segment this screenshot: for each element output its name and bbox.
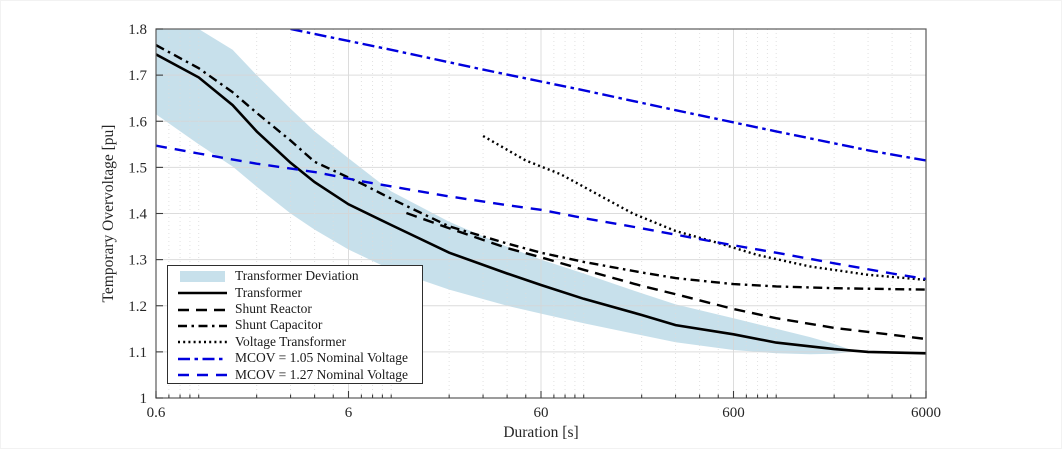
legend-swatch-mcov-105	[178, 357, 227, 361]
legend-item-shunt-capacitor: Shunt Capacitor	[175, 317, 422, 333]
legend-swatch-shunt-reactor	[178, 308, 227, 311]
x-tick-label: 600	[722, 405, 745, 421]
legend-swatch-mcov-127	[178, 374, 227, 377]
series-shunt-reactor	[405, 211, 926, 341]
y-tick-label: 1.8	[128, 22, 147, 38]
grid	[156, 29, 926, 398]
legend-item-mcov-105: MCOV = 1.05 Nominal Voltage	[175, 350, 422, 366]
series-voltage-transformer	[482, 134, 926, 282]
legend-swatch-transformer-deviation	[180, 270, 225, 282]
y-tick-label: 1.6	[128, 114, 147, 130]
x-tick-label: 0.6	[147, 405, 166, 421]
series-mcov-105	[290, 29, 926, 162]
y-tick-label: 1	[140, 391, 148, 407]
y-axis-label: Temporary Overvoltage [pu]	[100, 125, 117, 303]
legend-swatch-voltage-transformer	[178, 341, 227, 344]
tick-labels: 0.6 6 60 600 6000 1 1.1 1.2 1.3 1.4 1.5 1.6 1.7 1.8	[128, 22, 941, 421]
legend-swatch-transformer	[178, 291, 227, 295]
legend-label: Voltage Transformer	[235, 333, 347, 349]
legend: Transformer Deviation Transformer Shunt Re…	[167, 265, 423, 384]
legend-item-transformer: Transformer	[175, 285, 422, 301]
legend-item-mcov-127: MCOV = 1.27 Nominal Voltage	[175, 367, 422, 383]
legend-label: Transformer Deviation	[235, 268, 359, 284]
x-axis-label: Duration [s]	[503, 424, 578, 441]
y-tick-label: 1.1	[128, 345, 147, 361]
legend-item-shunt-reactor: Shunt Reactor	[175, 301, 422, 317]
x-tick-label: 6	[345, 405, 353, 421]
x-tick-label: 6000	[911, 405, 941, 421]
y-tick-label: 1.7	[128, 68, 147, 84]
plot-area	[156, 29, 926, 398]
y-tick-label: 1.2	[128, 299, 147, 315]
legend-item-voltage-transformer: Voltage Transformer	[175, 334, 422, 350]
series-shunt-capacitor	[156, 44, 926, 291]
legend-label: Shunt Capacitor	[235, 317, 323, 333]
y-tick-label: 1.3	[128, 253, 147, 269]
legend-item-transformer-deviation: Transformer Deviation	[175, 268, 422, 284]
series-transformer	[156, 53, 926, 355]
legend-label: Transformer	[235, 284, 302, 300]
x-tick-label: 60	[534, 405, 549, 421]
y-tick-label: 1.5	[128, 160, 147, 176]
legend-label: MCOV = 1.05 Nominal Voltage	[235, 350, 408, 366]
legend-label: MCOV = 1.27 Nominal Voltage	[235, 366, 408, 382]
y-tick-label: 1.4	[128, 207, 147, 223]
legend-swatch-shunt-capacitor	[178, 324, 227, 328]
series-transformer-deviation	[156, 29, 853, 355]
legend-label: Shunt Reactor	[235, 301, 312, 317]
tick-marks	[155, 28, 927, 399]
